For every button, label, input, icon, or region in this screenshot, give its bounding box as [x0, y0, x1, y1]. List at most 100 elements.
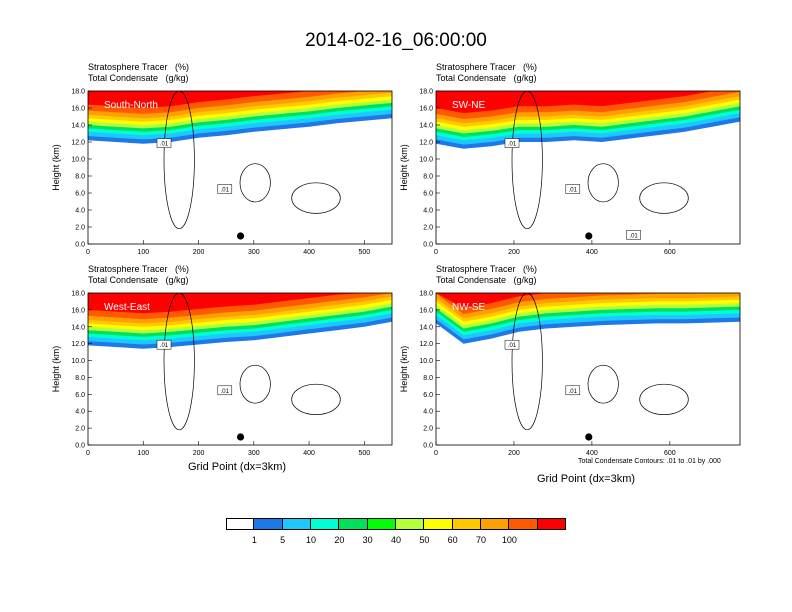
- x-tick-label: 100: [137, 450, 149, 457]
- panel-header-4: Stratosphere Tracer (%) Total Condensate…: [436, 264, 537, 286]
- x-tick-label: 400: [303, 249, 315, 256]
- location-marker: [585, 232, 593, 240]
- contour-label-box: [156, 138, 172, 148]
- header-line2: Total Condensate (g/kg): [436, 73, 537, 83]
- y-tick-label: 4.0: [75, 208, 85, 215]
- contour-footnote: Total Condensate Contours: .01 to .01 by…: [578, 458, 721, 465]
- contour-label-box: [504, 339, 520, 350]
- plot-frame: [87, 90, 393, 245]
- y-tick-label: 12.0: [419, 341, 433, 348]
- colorbar-swatch: [424, 518, 453, 530]
- contour-label: .01: [569, 389, 578, 395]
- y-tick-label: 0.0: [423, 443, 433, 450]
- panel-2: .01 .01 .01 SW-NE 0.0 2.0 4.0 6.0 8.0 10.0 12.0 14.…: [399, 89, 741, 256]
- x-tick-label: 200: [508, 249, 520, 256]
- condensate-contour-3: [639, 383, 689, 415]
- y-tick-label: 6.0: [75, 392, 85, 399]
- condensate-contour-3: [639, 182, 689, 214]
- y-tick-label: 12.0: [419, 140, 433, 147]
- location-marker: [236, 232, 245, 240]
- y-tick-label: 10.0: [419, 157, 433, 164]
- condensate-contour-2: [587, 364, 619, 404]
- y-tick-label: 10.0: [71, 157, 85, 164]
- condensate-contour-2: [239, 364, 271, 404]
- x-tick-label: 0: [434, 249, 438, 256]
- y-tick-label: 16.0: [71, 106, 85, 113]
- x-axis-title-4: Grid Point (dx=3km): [536, 473, 636, 485]
- contour-label-box: [565, 184, 581, 194]
- tracer-layer-10: [436, 91, 740, 114]
- y-axis-title: Height (km): [51, 144, 61, 191]
- y-tick-label: 18.0: [71, 89, 85, 96]
- y-tick-label: 2.0: [423, 426, 433, 433]
- x-tick-label: 300: [248, 450, 260, 457]
- header-line1: Stratosphere Tracer (%): [436, 264, 538, 274]
- y-tick-label: 6.0: [423, 392, 433, 399]
- condensate-contour-3: [291, 383, 341, 415]
- colorbar-swatch: [396, 518, 425, 530]
- y-tick-label: 0.0: [75, 443, 85, 450]
- panel-label: SW-NE: [452, 100, 485, 111]
- colorbar-label: 20: [334, 535, 345, 545]
- x-tick-label: 200: [193, 249, 205, 256]
- contour-label: .01: [569, 187, 578, 193]
- y-tick-label: 0.0: [423, 242, 433, 249]
- condensate-contour-3: [291, 182, 341, 214]
- tracer-layer-10: [88, 293, 392, 314]
- y-axis-title: Height (km): [51, 346, 61, 393]
- colorbar-label: 40: [390, 535, 401, 545]
- panel-4: .01 .01 NW-SE 0.0 2.0 4.0 6.0 8.0 10.0 12.0 14.0 16…: [399, 291, 741, 457]
- contour-label: .01: [221, 187, 230, 193]
- header-line1: Stratosphere Tracer (%): [436, 62, 538, 72]
- y-tick-label: 10.0: [419, 358, 433, 365]
- x-tick-label: 500: [359, 249, 371, 256]
- colorbar-label: 30: [362, 535, 373, 545]
- colorbar-label: 60: [447, 535, 458, 545]
- contour-label: .01: [160, 142, 169, 148]
- tracer-layer-10: [436, 293, 740, 309]
- y-tick-label: 6.0: [75, 191, 85, 198]
- y-tick-label: 4.0: [75, 409, 85, 416]
- header-line1: Stratosphere Tracer (%): [88, 62, 190, 72]
- contour-label-box: [565, 385, 581, 396]
- y-tick-label: 0.0: [75, 242, 85, 249]
- x-tick-label: 100: [137, 249, 149, 256]
- colorbar-label: 100: [501, 535, 517, 545]
- y-axis-title: Height (km): [399, 144, 409, 191]
- y-tick-label: 18.0: [419, 89, 433, 96]
- y-tick-label: 10.0: [71, 358, 85, 365]
- figure-title: 2014-02-16_06:00:00: [305, 30, 487, 51]
- plot-frame: [87, 292, 393, 446]
- x-tick-label: 200: [193, 450, 205, 457]
- panel-1: .01 .01 South-North 0.0 2.0 4.0 6.0 8.0 10.0 12.0…: [51, 89, 393, 256]
- colorbar-swatch: [254, 518, 283, 530]
- condensate-contour-1: [511, 293, 543, 431]
- x-tick-label: 500: [359, 450, 371, 457]
- header-line2: Total Condensate (g/kg): [88, 73, 189, 83]
- colorbar-swatch: [481, 518, 510, 530]
- y-tick-label: 14.0: [71, 324, 85, 331]
- y-tick-label: 16.0: [419, 106, 433, 113]
- y-tick-label: 6.0: [423, 191, 433, 198]
- x-tick-label: 400: [303, 450, 315, 457]
- colorbar-swatch: [367, 518, 396, 530]
- colorbar-swatch: [537, 518, 566, 530]
- panel-label: West-East: [104, 302, 150, 313]
- y-axis-title: Height (km): [399, 346, 409, 393]
- contour-label: .01: [508, 142, 517, 148]
- y-tick-label: 14.0: [419, 123, 433, 130]
- location-marker: [236, 433, 245, 441]
- header-line2: Total Condensate (g/kg): [88, 275, 189, 285]
- location-marker: [585, 433, 593, 441]
- y-tick-label: 2.0: [75, 426, 85, 433]
- colorbar-label: 50: [419, 535, 430, 545]
- y-tick-label: 4.0: [423, 208, 433, 215]
- plot-frame: [435, 90, 741, 245]
- x-tick-label: 0: [434, 450, 438, 457]
- colorbar: [226, 518, 566, 530]
- y-tick-label: 8.0: [75, 174, 85, 181]
- x-tick-label: 0: [86, 450, 90, 457]
- y-tick-label: 14.0: [419, 324, 433, 331]
- contour-label-box: [156, 339, 172, 350]
